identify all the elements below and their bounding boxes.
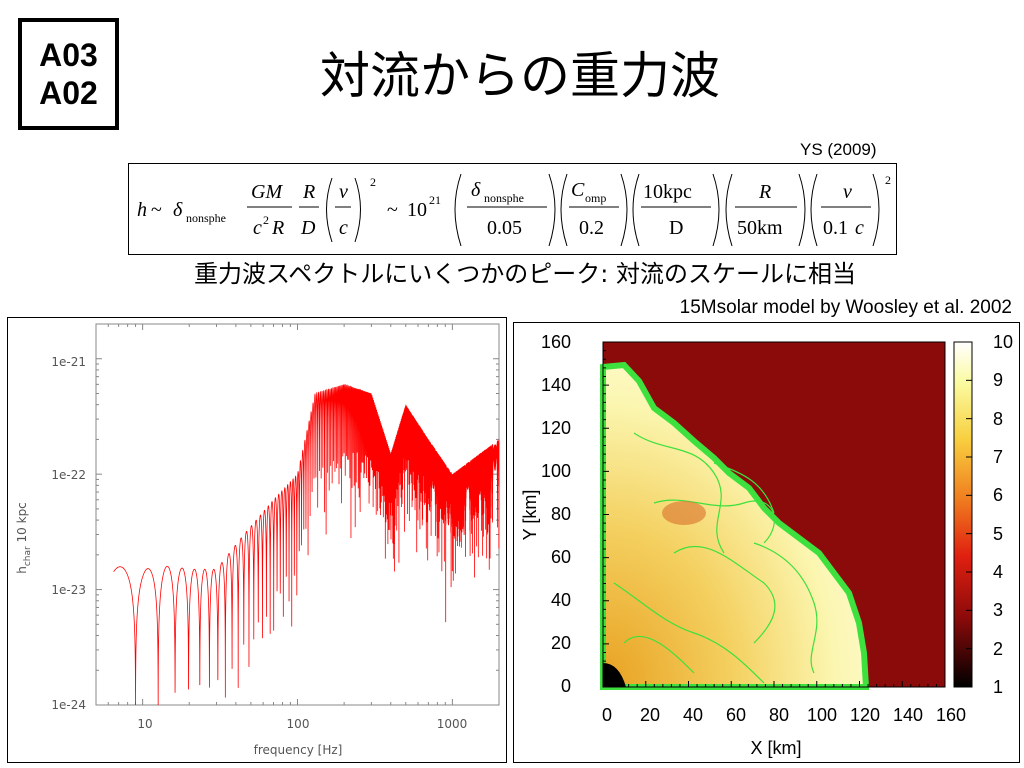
svg-text:R: R bbox=[758, 181, 771, 203]
y-axis-label: hchar 10 kpc bbox=[15, 502, 33, 574]
x-axis-label: X [km] bbox=[750, 738, 801, 758]
svg-text:c: c bbox=[855, 217, 864, 239]
x-tick-100: 100 bbox=[287, 717, 310, 731]
x-tick-20: 20 bbox=[640, 705, 660, 725]
inner-core bbox=[603, 663, 626, 687]
colorbar-tick-7: 7 bbox=[993, 447, 1003, 467]
svg-text:δ: δ bbox=[173, 199, 183, 221]
colorbar-tick-6: 6 bbox=[993, 485, 1003, 505]
svg-text:D: D bbox=[669, 217, 683, 239]
svg-text:v: v bbox=[843, 181, 852, 203]
x-tick-40: 40 bbox=[683, 705, 703, 725]
svg-text:~: ~ bbox=[151, 199, 162, 221]
colorbar-tick-10: 10 bbox=[993, 332, 1013, 352]
svg-text:nonsphe: nonsphe bbox=[484, 191, 524, 205]
y-tick-20: 20 bbox=[551, 633, 571, 653]
credit-label: YS (2009) bbox=[800, 140, 877, 159]
spectrum-plot-frame bbox=[95, 323, 500, 706]
svg-text:R: R bbox=[302, 181, 315, 203]
y-tick-60: 60 bbox=[551, 547, 571, 567]
svg-text:0.2: 0.2 bbox=[579, 217, 604, 239]
svg-text:2: 2 bbox=[370, 175, 376, 189]
colorbar-tick-5: 5 bbox=[993, 524, 1003, 544]
y-axis-label: Y [km] bbox=[520, 490, 540, 541]
svg-text:D: D bbox=[300, 217, 316, 239]
svg-text:v: v bbox=[339, 181, 348, 203]
colorbar-tick-2: 2 bbox=[993, 639, 1003, 659]
contour-lines bbox=[613, 432, 818, 684]
slide-title: 対流からの重力波 bbox=[320, 47, 720, 105]
hot-spot bbox=[662, 501, 706, 525]
svg-text:2: 2 bbox=[263, 213, 269, 227]
convection-region bbox=[600, 361, 870, 690]
formula: h ~ δ nonsphe GM c 2 R R D v c 2 ~ 10 21… bbox=[137, 173, 891, 247]
x-tick-10: 10 bbox=[137, 717, 152, 731]
svg-text:δ: δ bbox=[471, 179, 481, 201]
svg-text:C: C bbox=[571, 179, 585, 201]
x-tick-1000: 1000 bbox=[437, 717, 468, 731]
svg-text:0.05: 0.05 bbox=[487, 217, 522, 239]
heatmap-chart: 160 140 120 100 80 60 40 20 0 0 20 40 60… bbox=[520, 332, 1013, 758]
svg-text:21: 21 bbox=[429, 193, 441, 207]
x-tick-80: 80 bbox=[769, 705, 789, 725]
x-tick-120: 120 bbox=[850, 705, 880, 725]
svg-text:10: 10 bbox=[407, 199, 427, 221]
spectrum-series-line bbox=[113, 383, 500, 706]
x-tick-0: 0 bbox=[602, 705, 612, 725]
y-tick-1e-24: 1e-24 bbox=[51, 698, 86, 712]
y-tick-1e-22: 1e-22 bbox=[51, 468, 86, 482]
colorbar-tick-9: 9 bbox=[993, 370, 1003, 390]
formula-box: h ~ δ nonsphe GM c 2 R R D v c 2 ~ 10 21… bbox=[128, 163, 897, 255]
y-tick-160: 160 bbox=[541, 332, 571, 352]
y-tick-1e-21: 1e-21 bbox=[51, 355, 86, 369]
formula-h: h bbox=[137, 199, 147, 221]
y-tick-40: 40 bbox=[551, 590, 571, 610]
y-tick-0: 0 bbox=[561, 676, 571, 696]
x-tick-140: 140 bbox=[893, 705, 923, 725]
heatmap-chart-panel: 160 140 120 100 80 60 40 20 0 0 20 40 60… bbox=[513, 322, 1020, 763]
spectrum-chart: 10 100 1000 1e-21 1e-22 1e-23 1e-24 freq… bbox=[15, 323, 500, 757]
x-tick-60: 60 bbox=[726, 705, 746, 725]
slide-subtitle: 重力波スペクトルにいくつかのピーク: 対流のスケールに相当 bbox=[193, 260, 857, 288]
svg-text:c: c bbox=[339, 217, 348, 239]
colorbar-tick-4: 4 bbox=[993, 562, 1003, 582]
svg-text:R: R bbox=[271, 217, 284, 239]
y-tick-120: 120 bbox=[541, 418, 571, 438]
svg-text:omp: omp bbox=[585, 191, 606, 205]
y-tick-1e-23: 1e-23 bbox=[51, 583, 86, 597]
svg-text:50km: 50km bbox=[737, 217, 783, 239]
svg-text:10kpc: 10kpc bbox=[643, 181, 692, 203]
badge-line-1: A03 bbox=[39, 37, 98, 73]
x-tick-100: 100 bbox=[807, 705, 837, 725]
colorbar-tick-1: 1 bbox=[993, 677, 1003, 697]
colorbar bbox=[953, 341, 973, 688]
svg-text:0.1: 0.1 bbox=[823, 217, 848, 239]
svg-text:GM: GM bbox=[251, 181, 283, 203]
svg-text:~: ~ bbox=[387, 199, 398, 221]
model-note: 15Msolar model by Woosley et al. 2002 bbox=[679, 297, 1012, 318]
svg-text:c: c bbox=[253, 217, 262, 239]
svg-text:nonsphe: nonsphe bbox=[186, 211, 226, 225]
y-tick-140: 140 bbox=[541, 375, 571, 395]
svg-text:2: 2 bbox=[885, 173, 891, 187]
y-tick-100: 100 bbox=[541, 461, 571, 481]
x-axis-label: frequency [Hz] bbox=[254, 743, 343, 757]
spectrum-chart-panel: 10 100 1000 1e-21 1e-22 1e-23 1e-24 freq… bbox=[7, 317, 507, 763]
section-badge: A03 A02 bbox=[18, 18, 119, 130]
x-tick-160: 160 bbox=[936, 705, 966, 725]
y-tick-80: 80 bbox=[551, 504, 571, 524]
badge-line-2: A02 bbox=[39, 75, 98, 111]
colorbar-tick-8: 8 bbox=[993, 409, 1003, 429]
colorbar-tick-3: 3 bbox=[993, 600, 1003, 620]
